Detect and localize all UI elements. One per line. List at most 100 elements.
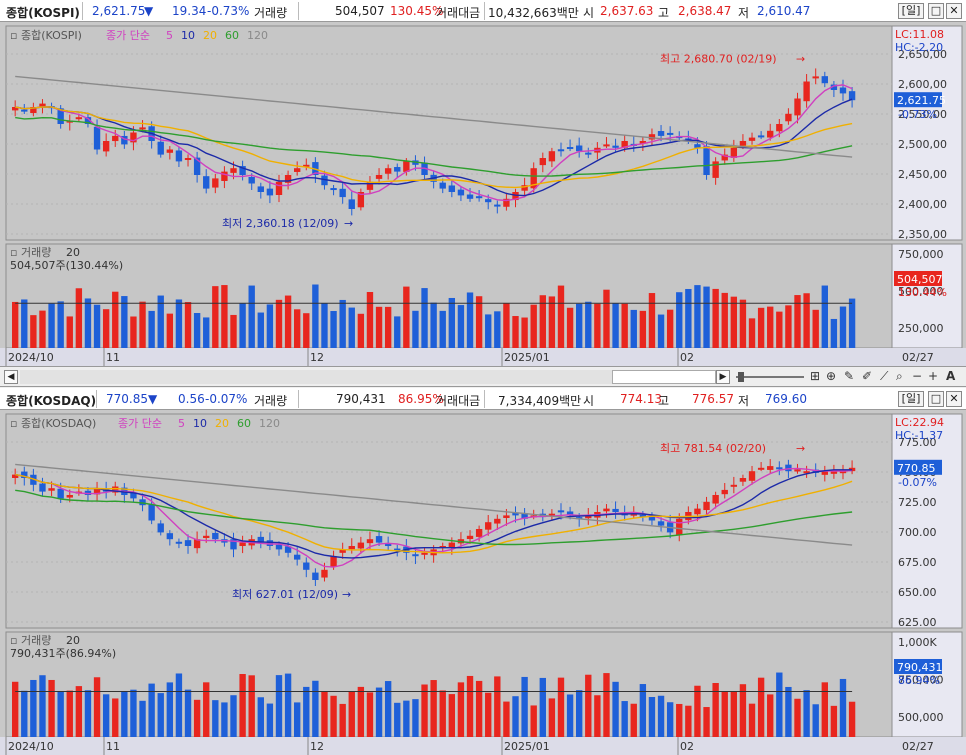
zoom-slider[interactable] (736, 376, 804, 378)
candle-body (676, 518, 683, 536)
close-button[interactable]: ✕ (946, 391, 962, 407)
chart-scrollbar[interactable]: ◀ ▶ ⊞ ⊕ ✎ ✐ ⟋ ⌕ − + A (0, 366, 966, 387)
high-arrow-icon: → (796, 52, 805, 65)
candle-body (657, 131, 665, 136)
candle-body (403, 161, 410, 172)
price-tick-label: 775.00 (898, 436, 937, 449)
zoom-in-icon[interactable]: + (928, 369, 939, 383)
candle-body (203, 176, 210, 189)
volume-bar (685, 705, 692, 737)
volume-bar (257, 697, 264, 737)
candle-body (703, 501, 710, 511)
volume-bar (357, 313, 365, 348)
maximize-button[interactable]: □ (928, 391, 944, 407)
period-button[interactable]: [일] (898, 391, 924, 407)
volume-bar (530, 304, 537, 348)
pen-icon[interactable]: ✐ (862, 369, 873, 383)
volume-bar (230, 314, 237, 348)
volume-tag-pct: 130.44% (898, 286, 947, 299)
kospi-chart[interactable]: 2,650,00 2,600,00 2,550,00 2,500,00 2,450,00… (0, 22, 966, 366)
volume-bar (93, 304, 101, 348)
price-change-pct: -0.73% (207, 4, 250, 18)
scroll-thumb[interactable] (612, 370, 716, 384)
volume-bar (39, 310, 46, 348)
candle-body (284, 546, 292, 553)
volume-bar (776, 672, 783, 737)
hc-label: HC:-1.37 (895, 429, 943, 442)
candle-body (566, 511, 574, 516)
volume-bar (148, 310, 155, 348)
volume-bar (694, 685, 701, 737)
price-tick-label: 2,550,00 (898, 108, 947, 121)
time-label: 11 (106, 740, 120, 753)
high-arrow-icon: → (796, 442, 805, 455)
ma-legend-label: 종가 단순 (106, 29, 150, 42)
scroll-left-icon[interactable]: ◀ (4, 370, 18, 384)
volume-bar (821, 285, 828, 348)
volume-bar (475, 296, 483, 348)
candle-body (57, 488, 64, 499)
open-value: 774.13 (620, 392, 662, 406)
price-pane (5, 413, 893, 629)
volume-bar (585, 674, 592, 737)
volume-bar (275, 675, 283, 737)
volume-bar (848, 701, 856, 737)
volume-bar (139, 700, 146, 737)
candle-body (139, 127, 146, 130)
volume-bar (466, 292, 474, 348)
candle-body (321, 569, 328, 578)
volume-bar (130, 316, 137, 348)
price-tick-label: 625.00 (898, 616, 937, 629)
volume-tick-label: 1,000K (898, 636, 937, 649)
close-button[interactable]: ✕ (946, 3, 962, 19)
volume-bar (166, 682, 174, 737)
volume-bar (21, 690, 28, 737)
volume-tick-label: 500,000 (898, 285, 944, 298)
font-icon[interactable]: A (946, 369, 956, 383)
candle-body (803, 81, 810, 102)
candle-body (839, 471, 847, 474)
volume-tag-box (894, 271, 942, 286)
maximize-button[interactable]: □ (928, 3, 944, 19)
zoom-out-icon[interactable]: − (912, 369, 923, 383)
scroll-right-icon[interactable]: ▶ (716, 370, 730, 384)
price-tag-pct: -0.07% (898, 476, 937, 489)
candle-body (639, 514, 647, 518)
ma-legend-20: 20 (203, 29, 217, 42)
candle-body (648, 515, 656, 521)
search-icon[interactable]: ⌕ (896, 369, 903, 383)
candle-body (121, 135, 128, 145)
candle-body (767, 466, 774, 470)
down-arrow-icon: ▼ (148, 392, 158, 406)
volume-bar (739, 684, 747, 737)
candle-body (485, 522, 492, 530)
candle-body (184, 158, 192, 160)
candle-body (812, 469, 819, 473)
volume-bar (294, 309, 301, 348)
ma-legend-10: 10 (181, 29, 195, 42)
candle-body (294, 168, 301, 172)
volume-bar (248, 675, 255, 737)
zoom-handle[interactable] (738, 372, 744, 382)
volume-bar (557, 285, 565, 348)
volume-bar (421, 684, 428, 737)
ma120-line (15, 463, 853, 546)
candle-body (485, 199, 492, 203)
line-icon[interactable]: ⟋ (880, 369, 889, 383)
volume-bar (530, 705, 537, 737)
scroll-track[interactable] (20, 370, 612, 384)
volume-bar (366, 291, 374, 348)
candle-body (84, 490, 92, 495)
volume-bar (284, 295, 292, 348)
kosdaq-chart[interactable]: 775.00750.00725.00700.00675.00650.00625.… (0, 410, 966, 755)
draw-icon[interactable]: ✎ (844, 369, 855, 383)
grid-icon[interactable]: ⊞ (810, 369, 821, 383)
volume-bar (548, 698, 556, 737)
crosshair-icon[interactable]: ⊕ (826, 369, 837, 383)
candle-body (721, 489, 728, 495)
low-annotation: 최저 627.01 (12/09) (232, 588, 338, 601)
kosdaq-header: 종합(KOSDAQ) 770.85 ▼ 0.56 -0.07% 거래량 790,… (0, 388, 966, 410)
period-button[interactable]: [일] (898, 3, 924, 19)
volume-value: 504,507 (335, 4, 385, 18)
volume-value: 790,431주(86.94%) (10, 647, 116, 660)
